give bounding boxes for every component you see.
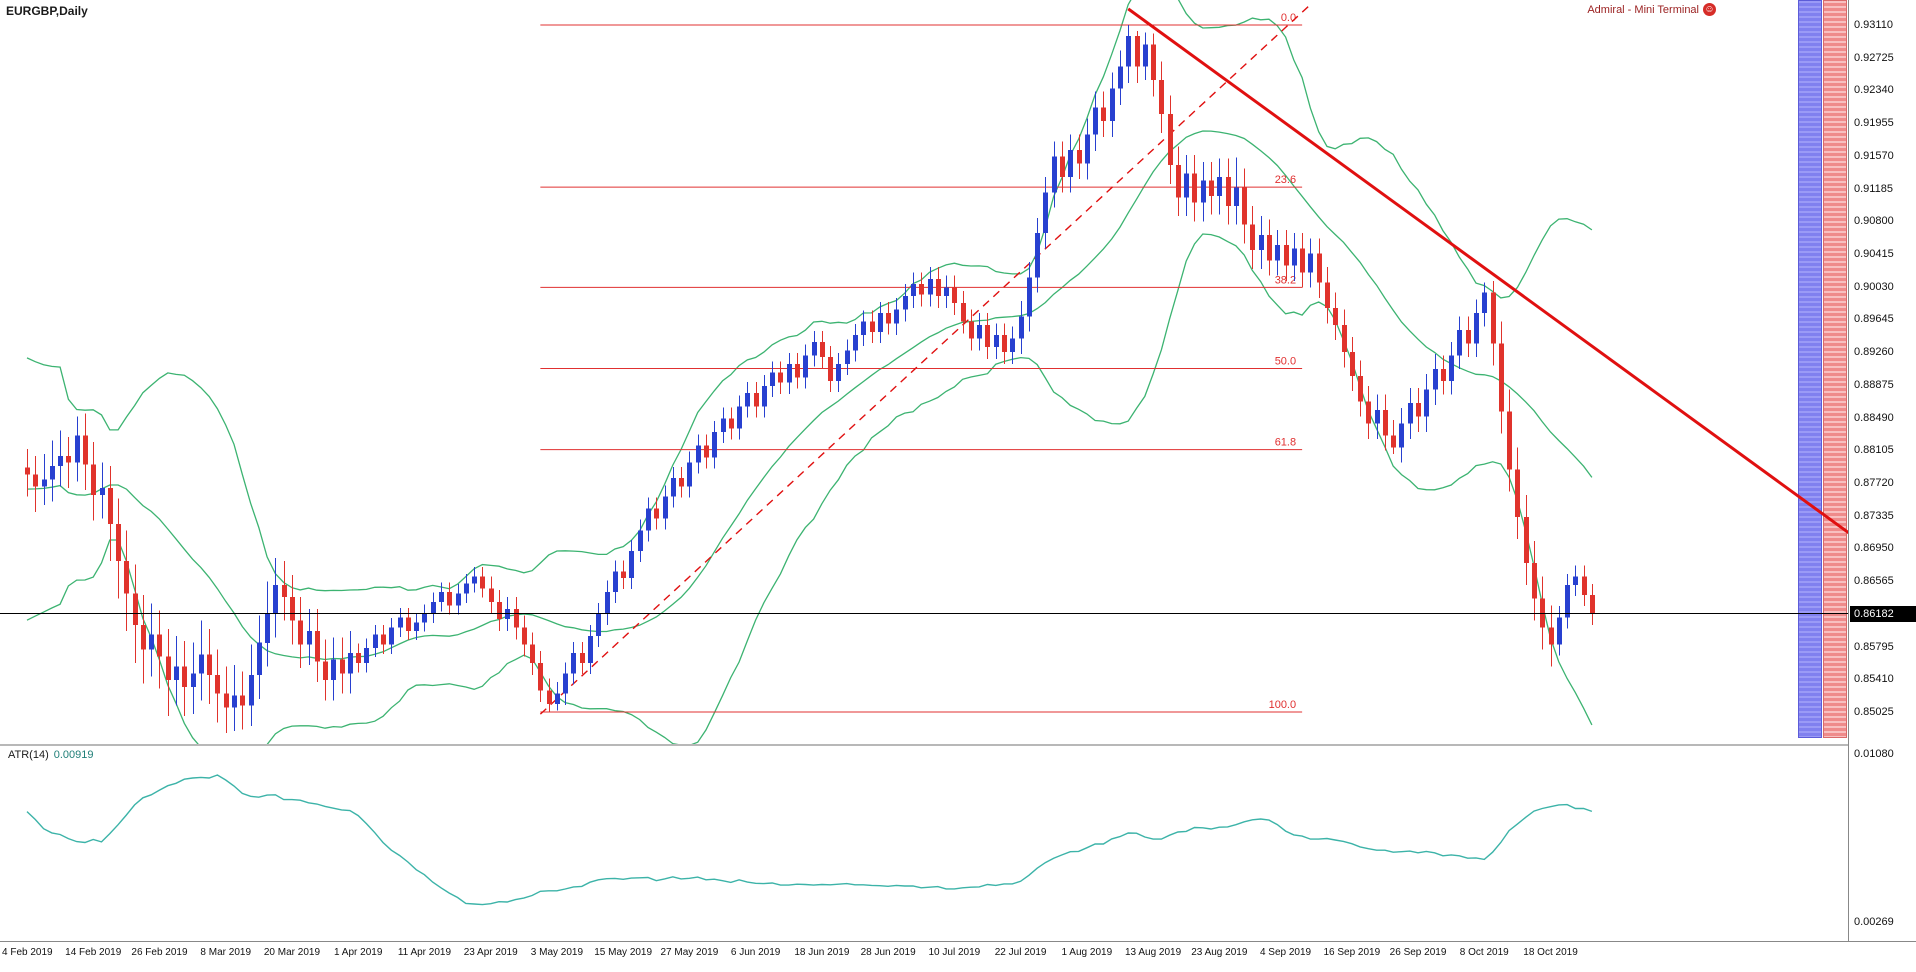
time-axis-label: 6 Jun 2019 <box>730 947 781 958</box>
ea-badge[interactable]: Admiral - Mini Terminal ☺ <box>1587 3 1716 16</box>
time-axis-label: 23 Apr 2019 <box>463 947 518 958</box>
time-axis-label: 1 Apr 2019 <box>334 947 383 958</box>
price-axis[interactable]: 0.86182 0.01080 0.00269 0.93110 0.92725 0.… <box>1848 0 1916 941</box>
price-axis-label: 0.90030 <box>1854 280 1894 293</box>
time-axis-label: 14 Feb 2019 <box>65 947 122 958</box>
atr-axis-min-label: 0.00269 <box>1854 916 1894 928</box>
price-axis-label: 0.88875 <box>1854 378 1894 391</box>
time-axis-label: 22 Jul 2019 <box>994 947 1047 958</box>
price-axis-label: 0.86950 <box>1854 542 1894 555</box>
price-axis-label: 0.91570 <box>1854 149 1894 162</box>
bollinger-bands <box>26 0 1593 744</box>
atr-line <box>26 774 1593 906</box>
time-axis-label: 28 Jun 2019 <box>860 947 916 958</box>
time-axis-label: 16 Sep 2019 <box>1323 947 1381 958</box>
price-axis-label: 0.85025 <box>1854 706 1894 718</box>
time-axis-label: 15 May 2019 <box>594 947 653 958</box>
time-axis-label: 23 Aug 2019 <box>1191 947 1248 958</box>
atr-value: 0.00919 <box>53 749 94 761</box>
time-axis-label: 8 Mar 2019 <box>200 947 252 958</box>
fib-level-label: 100.0 <box>1269 699 1297 711</box>
atr-canvas[interactable] <box>0 746 1848 940</box>
price-axis-label: 0.85795 <box>1854 640 1894 653</box>
time-axis[interactable]: 4 Feb 2019 14 Feb 2019 26 Feb 2019 8 Mar 20… <box>0 941 1916 972</box>
time-axis-label: 11 Apr 2019 <box>397 947 452 958</box>
fib-level-label: 23.6 <box>1275 174 1296 186</box>
time-axis-label: 20 Mar 2019 <box>263 947 321 958</box>
fibonacci-retracement[interactable]: 0.0 23.6 38.2 50.0 61.8 100.0 <box>540 12 1303 713</box>
price-axis-label: 0.92725 <box>1854 51 1894 64</box>
price-axis-label: 0.89260 <box>1854 346 1894 359</box>
symbol-timeframe-label: EURGBP,Daily <box>6 4 88 18</box>
price-chart-canvas[interactable]: 0.0 23.6 38.2 50.0 61.8 100.0 <box>0 0 1848 744</box>
fib-level-label: 0.0 <box>1281 12 1296 24</box>
price-axis-label: 0.88105 <box>1854 444 1894 457</box>
price-axis-label: 0.90415 <box>1854 248 1894 260</box>
time-axis-label: 18 Jun 2019 <box>794 947 850 958</box>
time-axis-label: 8 Oct 2019 <box>1459 947 1509 958</box>
pane-splitter[interactable] <box>0 744 1848 746</box>
price-axis-label: 0.87720 <box>1854 477 1894 489</box>
ea-smiley-icon: ☺ <box>1703 3 1716 16</box>
trendline-dashed[interactable] <box>539 4 1311 715</box>
time-axis-label: 10 Jul 2019 <box>928 947 981 958</box>
price-axis-label: 0.93110 <box>1854 19 1893 31</box>
atr-axis-max-label: 0.01080 <box>1854 748 1894 760</box>
time-axis-label: 26 Feb 2019 <box>131 947 188 958</box>
atr-indicator-pane: ATR(14) 0.00919 <box>0 746 1848 940</box>
candlestick-series <box>25 25 1595 733</box>
time-axis-label: 27 May 2019 <box>660 947 719 958</box>
time-axis-label: 13 Aug 2019 <box>1124 947 1182 958</box>
mini-terminal-sell-panel[interactable] <box>1823 0 1847 738</box>
fib-level-label: 61.8 <box>1275 437 1296 449</box>
ea-name-label: Admiral - Mini Terminal <box>1587 3 1699 16</box>
bid-price-box: 0.86182 <box>1850 605 1916 622</box>
price-axis-label: 0.92340 <box>1854 84 1894 97</box>
price-axis-label: 0.90800 <box>1854 215 1894 228</box>
mini-terminal-buy-panel[interactable] <box>1798 0 1822 738</box>
price-chart-pane: 0.0 23.6 38.2 50.0 61.8 100.0 EURGBP,Daily Ad… <box>0 0 1848 744</box>
time-axis-label: 1 Aug 2019 <box>1061 947 1113 958</box>
price-axis-label: 0.89645 <box>1854 313 1894 326</box>
time-axis-label: 4 Sep 2019 <box>1259 947 1312 958</box>
time-axis-label: 26 Sep 2019 <box>1389 947 1447 958</box>
fib-level-label: 38.2 <box>1275 274 1296 286</box>
price-axis-label: 0.88490 <box>1854 411 1894 424</box>
atr-indicator-label: ATR(14) 0.00919 <box>8 749 94 761</box>
price-axis-label: 0.87335 <box>1854 509 1894 522</box>
price-axis-label: 0.91955 <box>1854 117 1894 130</box>
atr-name: ATR(14) <box>8 749 49 761</box>
time-axis-label: 18 Oct 2019 <box>1523 947 1578 958</box>
price-axis-label: 0.91185 <box>1854 182 1893 195</box>
time-axis-label: 3 May 2019 <box>530 947 584 958</box>
price-axis-label: 0.85410 <box>1854 673 1894 686</box>
price-axis-label: 0.86565 <box>1854 575 1894 588</box>
time-axis-label: 4 Feb 2019 <box>2 947 53 958</box>
trendline-solid[interactable] <box>1127 7 1848 563</box>
fib-level-label: 50.0 <box>1275 355 1296 367</box>
